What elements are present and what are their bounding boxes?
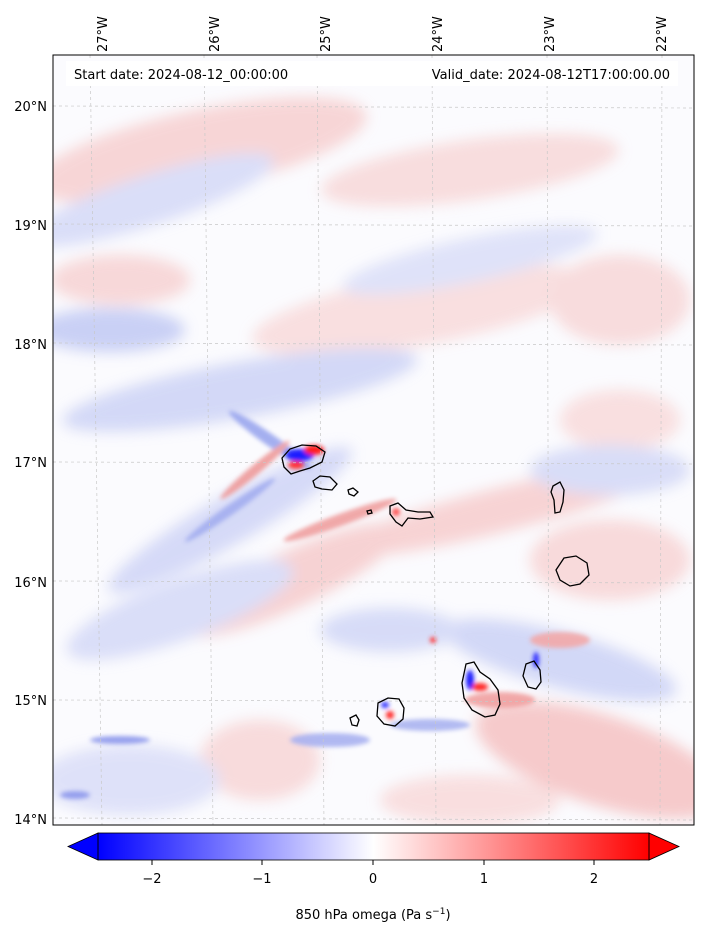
lon-label: 23°W: [543, 16, 558, 52]
info-box: [66, 61, 678, 86]
lat-label: 14°N: [14, 813, 47, 828]
lon-label: 27°W: [96, 16, 111, 52]
lat-label: 17°N: [14, 456, 47, 471]
colorbar: −2 −1 0 1 2 850 hPa omega (Pa s−1): [67, 832, 680, 923]
valid-date-label: Valid_date: 2024-08-12T17:00:00.00: [432, 68, 670, 83]
start-date-label: Start date: 2024-08-12_00:00:00: [74, 68, 288, 83]
colorbar-tick-label: 0: [369, 872, 377, 887]
colorbar-tick-label: 2: [590, 872, 598, 887]
colorbar-tick-label: 1: [480, 872, 488, 887]
lat-label: 18°N: [14, 338, 47, 353]
colorbar-title: 850 hPa omega (Pa s−1): [295, 907, 450, 923]
colorbar-title-end: ): [445, 908, 450, 923]
island-santa-luzia: [347, 487, 359, 497]
lat-label: 16°N: [14, 576, 47, 591]
colorbar-ticks: [151, 860, 595, 865]
plot-frame: [52, 54, 695, 826]
lon-label: 22°W: [655, 16, 670, 52]
island-sao-vicente: [312, 475, 338, 491]
colorbar-tick-label: −1: [252, 872, 271, 887]
lat-label: 20°N: [14, 100, 47, 115]
lon-label: 25°W: [319, 16, 334, 52]
colorbar-extend-high: [648, 832, 680, 861]
omega-field: [53, 97, 694, 825]
island-sao-nicolau: [389, 502, 435, 527]
island-fogo: [376, 697, 405, 727]
longitude-labels: 27°W 26°W 25°W 24°W 23°W 22°W: [96, 16, 670, 52]
colorbar-gradient: [98, 833, 649, 860]
island-sal: [550, 481, 565, 514]
colorbar-tick-label: −2: [142, 872, 161, 887]
island-maio: [522, 660, 542, 690]
colorbar-extend-low: [67, 832, 99, 861]
lat-label: 19°N: [14, 219, 47, 234]
gridlines: [53, 55, 694, 825]
colorbar-title-main: 850 hPa omega (Pa s: [295, 908, 432, 923]
island-santo-antao: [281, 444, 326, 475]
island-boa-vista: [555, 555, 590, 587]
colorbar-title-exp: −1: [432, 907, 445, 917]
lat-label: 15°N: [14, 694, 47, 709]
lon-label: 26°W: [208, 16, 223, 52]
coastlines: [281, 444, 590, 727]
island-brava: [349, 714, 360, 727]
latitude-labels: 20°N 19°N 18°N 17°N 16°N 15°N 14°N: [14, 100, 47, 828]
island-santiago: [461, 661, 501, 718]
lon-label: 24°W: [431, 16, 446, 52]
island-branco: [366, 509, 373, 515]
